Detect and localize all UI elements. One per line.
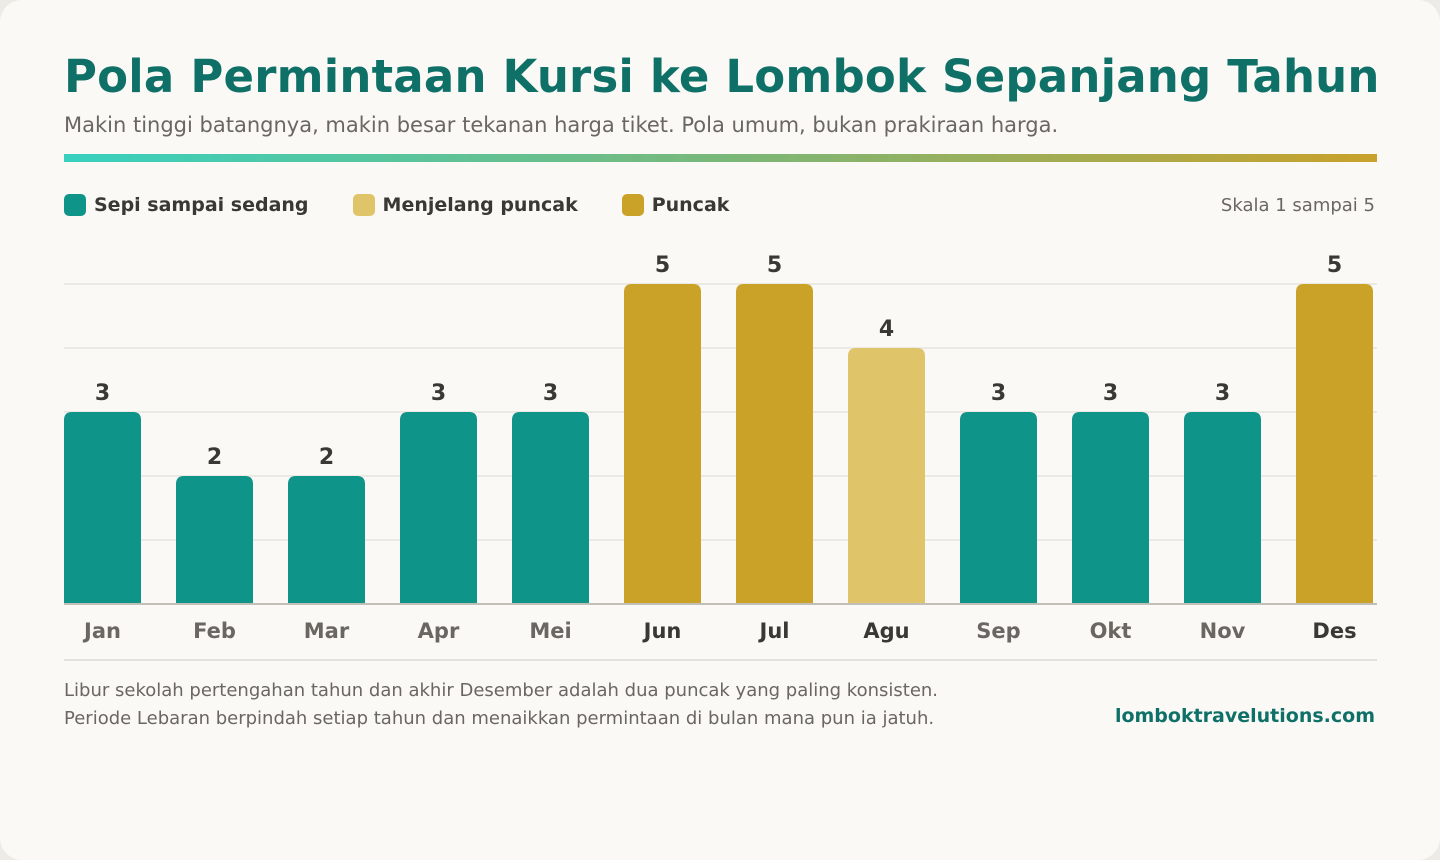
bar-feb	[176, 476, 253, 604]
bar-jun	[624, 284, 701, 604]
footer-notes: Libur sekolah pertengahan tahun dan akhi…	[64, 677, 938, 733]
bar-chart: 3 Jan 2 Feb 2 Mar 3 Apr 3 Mei 5 Jun 5 Jul 4 Agu 3 Sep 3 Okt…	[64, 253, 1377, 643]
legend-item-low: Sepi sampai sedang	[64, 194, 309, 216]
legend-swatch-low	[64, 194, 86, 216]
bar-okt	[1072, 412, 1149, 604]
legend-item-near-peak: Menjelang puncak	[352, 194, 578, 216]
legend-label-near-peak: Menjelang puncak	[382, 194, 578, 216]
legend: Sepi sampai sedang Menjelang puncak Punc…	[64, 192, 773, 218]
x-tick-label: Feb	[193, 619, 236, 643]
value-label: 3	[543, 381, 558, 406]
legend-swatch-peak	[621, 194, 644, 216]
x-tick-label: Agu	[863, 619, 909, 643]
x-tick-label: Jan	[82, 619, 121, 643]
footer-divider	[64, 659, 1377, 661]
value-label: 5	[655, 253, 670, 278]
value-label: 2	[319, 445, 334, 470]
legend-swatch-near-peak	[352, 194, 375, 216]
x-tick-label: Apr	[418, 619, 460, 643]
x-tick-label: Des	[1312, 619, 1356, 643]
gradient-divider	[64, 154, 1377, 162]
bars	[64, 284, 1373, 604]
bar-jul	[736, 284, 813, 604]
value-label: 4	[879, 317, 894, 342]
value-label: 3	[991, 381, 1006, 406]
value-label: 3	[1103, 381, 1118, 406]
bar-nov	[1184, 412, 1261, 604]
x-tick-label: Mar	[304, 619, 350, 643]
bar-mei	[512, 412, 589, 604]
bar-apr	[400, 412, 477, 604]
labels: 3 Jan 2 Feb 2 Mar 3 Apr 3 Mei 5 Jun 5 Jul 4 Agu 3 Sep 3 Okt…	[82, 253, 1357, 643]
x-tick-label: Jul	[758, 619, 790, 643]
bar-des	[1296, 284, 1373, 604]
chart-title: Pola Permintaan Kursi ke Lombok Sepanjan…	[64, 50, 1380, 103]
legend-label-peak: Puncak	[651, 194, 730, 216]
x-tick-label: Nov	[1200, 619, 1246, 643]
value-label: 2	[207, 445, 222, 470]
footer-note-1: Libur sekolah pertengahan tahun dan akhi…	[64, 680, 939, 701]
value-label: 3	[431, 381, 446, 406]
bar-jan	[64, 412, 141, 604]
x-tick-label: Sep	[976, 619, 1020, 643]
value-label: 3	[95, 381, 110, 406]
value-label: 5	[767, 253, 782, 278]
value-label: 5	[1327, 253, 1342, 278]
bar-mar	[288, 476, 365, 604]
chart-subtitle: Makin tinggi batangnya, makin besar teka…	[64, 113, 1059, 137]
x-tick-label: Jun	[642, 619, 682, 643]
site-url: lomboktravelutions.com	[1114, 705, 1375, 727]
footer-note-2: Periode Lebaran berpindah setiap tahun d…	[64, 708, 935, 729]
bar-sep	[960, 412, 1037, 604]
legend-item-peak: Puncak	[621, 194, 730, 216]
x-tick-label: Okt	[1090, 619, 1132, 643]
scale-note: Skala 1 sampai 5	[1220, 195, 1375, 216]
value-label: 3	[1215, 381, 1230, 406]
legend-label-low: Sepi sampai sedang	[94, 194, 309, 216]
bar-agu	[848, 348, 925, 604]
x-tick-label: Mei	[529, 619, 571, 643]
grid-lines	[64, 283, 1377, 541]
